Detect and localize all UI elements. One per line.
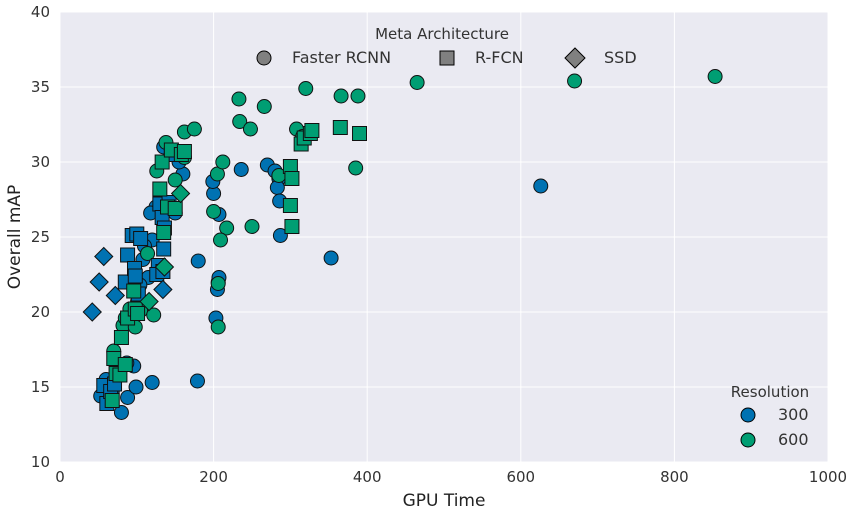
faster-rcnn-600-point: [206, 204, 222, 219]
faster-rcnn-600-point: [215, 154, 231, 170]
ssd-600-point: [139, 291, 159, 312]
faster-rcnn-600-point: [298, 81, 314, 96]
faster-rcnn-600-point: [232, 114, 248, 129]
faster-rcnn-600-point: [707, 69, 723, 84]
r-fcn-600-point: [152, 181, 168, 197]
faster-rcnn-600-point: [567, 73, 583, 89]
grid-lines: [59, 11, 829, 463]
ssd-300-point: [89, 272, 109, 292]
faster-rcnn-300-point: [128, 379, 144, 395]
faster-rcnn-600-point: [244, 219, 260, 234]
r-fcn-300-point: [156, 241, 172, 257]
r-fcn-600-point: [352, 126, 368, 141]
r-fcn-600-point: [282, 198, 298, 213]
legend-resolution-title: Resolution: [731, 383, 809, 401]
r-fcn-600-point: [284, 171, 300, 186]
r-fcn-600-point: [154, 154, 170, 170]
legend-circle-marker: [256, 50, 272, 66]
faster-rcnn-600-point: [140, 246, 156, 261]
faster-rcnn-600-point: [409, 75, 425, 90]
faster-rcnn-600-point: [210, 276, 226, 291]
ssd-300-point: [105, 285, 126, 306]
r-fcn-600-point: [156, 225, 172, 240]
faster-rcnn-300-point: [233, 162, 249, 177]
legend-label-faster-rcnn: Faster RCNN: [292, 48, 391, 67]
faster-rcnn-300-point: [113, 405, 129, 420]
legend-600-marker: [740, 432, 756, 448]
faster-rcnn-300-point: [190, 253, 206, 269]
y-tick-label: 25: [31, 228, 50, 246]
faster-rcnn-300-point: [533, 178, 549, 194]
x-tick-label: 600: [506, 468, 535, 486]
legend-meta-architecture-title: Meta Architecture: [375, 25, 509, 43]
faster-rcnn-300-point: [323, 250, 339, 266]
faster-rcnn-600-point: [210, 319, 226, 335]
ssd-300-point: [153, 279, 173, 300]
r-fcn-600-point: [126, 283, 142, 299]
data-points: [82, 69, 723, 420]
faster-rcnn-600-point: [350, 88, 366, 104]
x-tick-label: 0: [55, 468, 65, 486]
faster-rcnn-300-point: [272, 228, 288, 243]
faster-rcnn-600-point: [167, 172, 183, 188]
y-tick-label: 20: [31, 303, 50, 321]
faster-rcnn-600-point: [348, 160, 364, 176]
r-fcn-600-point: [117, 357, 133, 372]
faster-rcnn-300-point: [120, 390, 136, 405]
legend-meta-architecture: Meta Architecture Faster RCNN R-FCN SSD: [256, 25, 637, 69]
faster-rcnn-300-point: [189, 373, 205, 389]
faster-rcnn-600-point: [333, 88, 349, 104]
legend-label-600: 600: [778, 430, 809, 449]
ssd-300-point: [82, 302, 102, 322]
r-fcn-300-point: [133, 231, 149, 246]
faster-rcnn-600-point: [219, 220, 235, 236]
x-tick-label: 1000: [809, 468, 847, 486]
r-fcn-600-point: [304, 123, 320, 138]
faster-rcnn-600-point: [256, 99, 272, 114]
legend-diamond-marker: [564, 47, 586, 69]
faster-rcnn-600-point: [242, 121, 258, 137]
faster-rcnn-600-point: [186, 121, 202, 137]
r-fcn-300-point: [127, 268, 143, 284]
r-fcn-600-point: [113, 330, 129, 345]
x-axis-label: GPU Time: [403, 491, 486, 511]
ssd-600-point: [170, 183, 191, 204]
r-fcn-300-point: [120, 247, 136, 263]
x-tick-label: 400: [353, 468, 382, 486]
faster-rcnn-600-point: [231, 91, 247, 107]
y-axis-label: Overall mAP: [5, 185, 25, 290]
r-fcn-600-point: [176, 144, 192, 159]
r-fcn-600-point: [332, 120, 348, 135]
x-tick-label: 200: [199, 468, 228, 486]
x-tick-label: 800: [660, 468, 689, 486]
faster-rcnn-600-point: [146, 307, 162, 323]
y-tick-label: 10: [31, 453, 50, 471]
faster-rcnn-600-point: [213, 232, 229, 248]
legend-300-marker: [740, 407, 756, 423]
tick-labels: 0 200 400 600 800 1000 10 15 20 25 30 35 40: [31, 3, 847, 486]
y-tick-label: 30: [31, 153, 50, 171]
r-fcn-600-point: [284, 219, 300, 234]
ssd-600-point: [154, 257, 175, 277]
r-fcn-600-point: [104, 393, 120, 408]
y-tick-label: 35: [31, 78, 50, 96]
r-fcn-600-point: [130, 306, 146, 321]
faster-rcnn-300-point: [144, 375, 160, 390]
legend-label-r-fcn: R-FCN: [475, 48, 524, 67]
y-tick-label: 15: [31, 378, 50, 396]
ssd-300-point: [94, 246, 114, 267]
legend-label-ssd: SSD: [604, 48, 637, 67]
y-tick-label: 40: [31, 3, 50, 21]
legend-resolution: Resolution 300 600: [731, 383, 809, 449]
legend-label-300: 300: [778, 405, 809, 424]
r-fcn-600-point: [167, 201, 183, 216]
legend-square-marker: [439, 50, 455, 66]
